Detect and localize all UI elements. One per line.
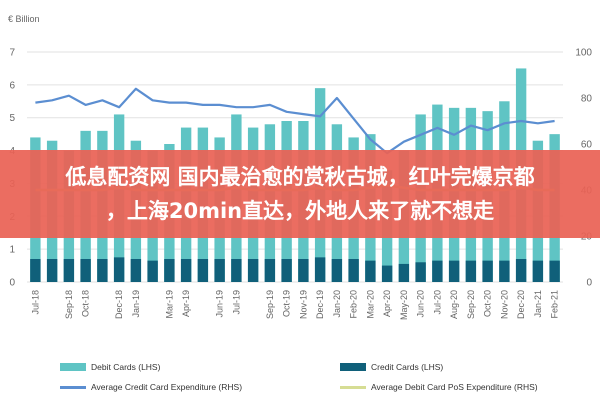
bar-credit-cards-Mar-20 [365,260,376,282]
bar-credit-cards-Sep-18 [63,259,75,282]
left-tick-label: 6 [9,80,15,91]
legend-swatch-credit-cards [340,363,366,371]
x-tick-label: Feb-21 [550,290,560,319]
bar-credit-cards-Jul-18 [30,259,41,282]
banner-line-2: ，上海20min直达，外地人来了就不想走 [105,199,495,223]
bar-credit-cards-Sep-19 [264,259,276,282]
x-tick-label: Jul-18 [30,290,40,315]
bar-credit-cards-Jun-19 [214,259,225,282]
legend-swatch-avg-credit [60,385,86,389]
left-tick-label: 1 [9,245,15,256]
bar-credit-cards-Feb-21 [549,260,560,282]
bar-credit-cards-Aug-18 [46,259,58,282]
x-tick-label: Oct-20 [483,290,493,317]
bar-credit-cards-Nov-19 [298,259,309,282]
line-avg-credit-card-expenditure [35,87,555,155]
bar-credit-cards-Jul-20 [432,260,443,282]
x-tick-label: Jun-20 [416,290,426,318]
bar-credit-cards-Jul-19 [231,259,242,282]
overlay-banner[interactable]: 低息配资网 国内最治愈的赏秋古城，红叶完爆京都 ，上海20min直达，外地人来了… [0,150,600,238]
bar-credit-cards-Oct-20 [482,260,493,282]
x-tick-label: Mar-20 [365,290,375,319]
right-tick-label: 60 [581,140,593,151]
legend-item-avg-credit: Average Credit Card Expenditure (RHS) [60,382,242,392]
x-tick-label: Jan-21 [533,290,543,318]
bar-credit-cards-Jun-20 [415,262,426,282]
bar-credit-cards-Jan-21 [532,260,544,282]
banner-headline[interactable]: 低息配资网 国内最治愈的赏秋古城，红叶完爆京都 ，上海20min直达，外地人来了… [5,160,595,228]
x-tick-label: Feb-20 [349,290,359,319]
left-tick-label: 0 [9,278,15,289]
legend-item-avg-debit: Average Debit Card PoS Expenditure (RHS) [340,382,538,392]
right-tick-label: 0 [586,278,592,289]
x-tick-label: Apr-19 [181,290,191,317]
legend-swatch-debit-cards [60,363,86,371]
legend-label-avg-credit: Average Credit Card Expenditure (RHS) [91,382,243,392]
x-tick-label: Mar-19 [164,290,174,319]
chart-legend: Debit Cards (LHS) Credit Cards (LHS) Ave… [40,356,600,400]
bar-credit-cards-Oct-18 [80,259,91,282]
bar-credit-cards-May-19 [197,259,209,282]
x-tick-label: Jan-20 [332,290,342,318]
legend-item-credit-cards: Credit Cards (LHS) [340,362,443,372]
x-tick-label: Jan-19 [131,290,141,318]
legend-item-debit-cards: Debit Cards (LHS) [60,362,160,372]
left-tick-label: 7 [9,48,15,59]
x-tick-label: Sep-18 [64,290,74,319]
bar-credit-cards-Oct-19 [281,259,292,282]
bar-credit-cards-Feb-19 [147,260,158,282]
banner-line-1: 低息配资网 国内最治愈的赏秋古城，红叶完爆京都 [65,165,535,189]
bar-credit-cards-Dec-18 [113,257,125,282]
bar-credit-cards-May-20 [398,263,410,282]
legend-label-avg-debit: Average Debit Card PoS Expenditure (RHS) [371,382,538,392]
bar-credit-cards-Aug-19 [247,259,259,282]
x-tick-label: Jul-20 [432,290,442,315]
x-tick-label: Oct-18 [81,290,91,317]
legend-swatch-avg-debit [340,385,366,389]
bar-credit-cards-Jan-19 [130,259,142,282]
x-tick-label: Nov-20 [499,290,509,319]
bar-credit-cards-Apr-20 [381,265,393,282]
x-tick-label: Dec-20 [516,290,526,319]
x-tick-label: Sep-19 [265,290,275,319]
x-tick-label: Aug-20 [449,290,459,319]
x-tick-label: Apr-20 [382,290,392,317]
x-tick-label: Nov-19 [298,290,308,319]
bar-credit-cards-Jan-20 [331,259,343,282]
x-tick-label: Jun-19 [215,290,225,318]
bar-credit-cards-Apr-19 [180,259,192,282]
x-tick-label: Jul-19 [231,290,241,315]
bar-credit-cards-Nov-20 [499,260,510,282]
bar-credit-cards-Feb-20 [348,259,359,282]
left-axis-title: € Billion [8,14,40,24]
legend-label-debit-cards: Debit Cards (LHS) [91,362,161,372]
bar-credit-cards-Aug-20 [448,260,460,282]
bar-credit-cards-Nov-18 [97,259,108,282]
right-tick-label: 100 [575,48,592,59]
left-tick-label: 5 [9,113,15,124]
x-tick-label: Sep-20 [466,290,476,319]
x-tick-label: Oct-19 [282,290,292,317]
bar-credit-cards-Dec-20 [515,259,527,282]
legend-label-credit-cards: Credit Cards (LHS) [371,362,444,372]
x-tick-label: Dec-19 [315,290,325,319]
x-tick-label: May-20 [399,290,409,320]
right-tick-label: 80 [581,94,593,105]
bar-credit-cards-Sep-20 [465,260,477,282]
x-tick-label: Dec-18 [114,290,124,319]
bar-credit-cards-Dec-19 [314,257,326,282]
bar-credit-cards-Mar-19 [164,259,175,282]
